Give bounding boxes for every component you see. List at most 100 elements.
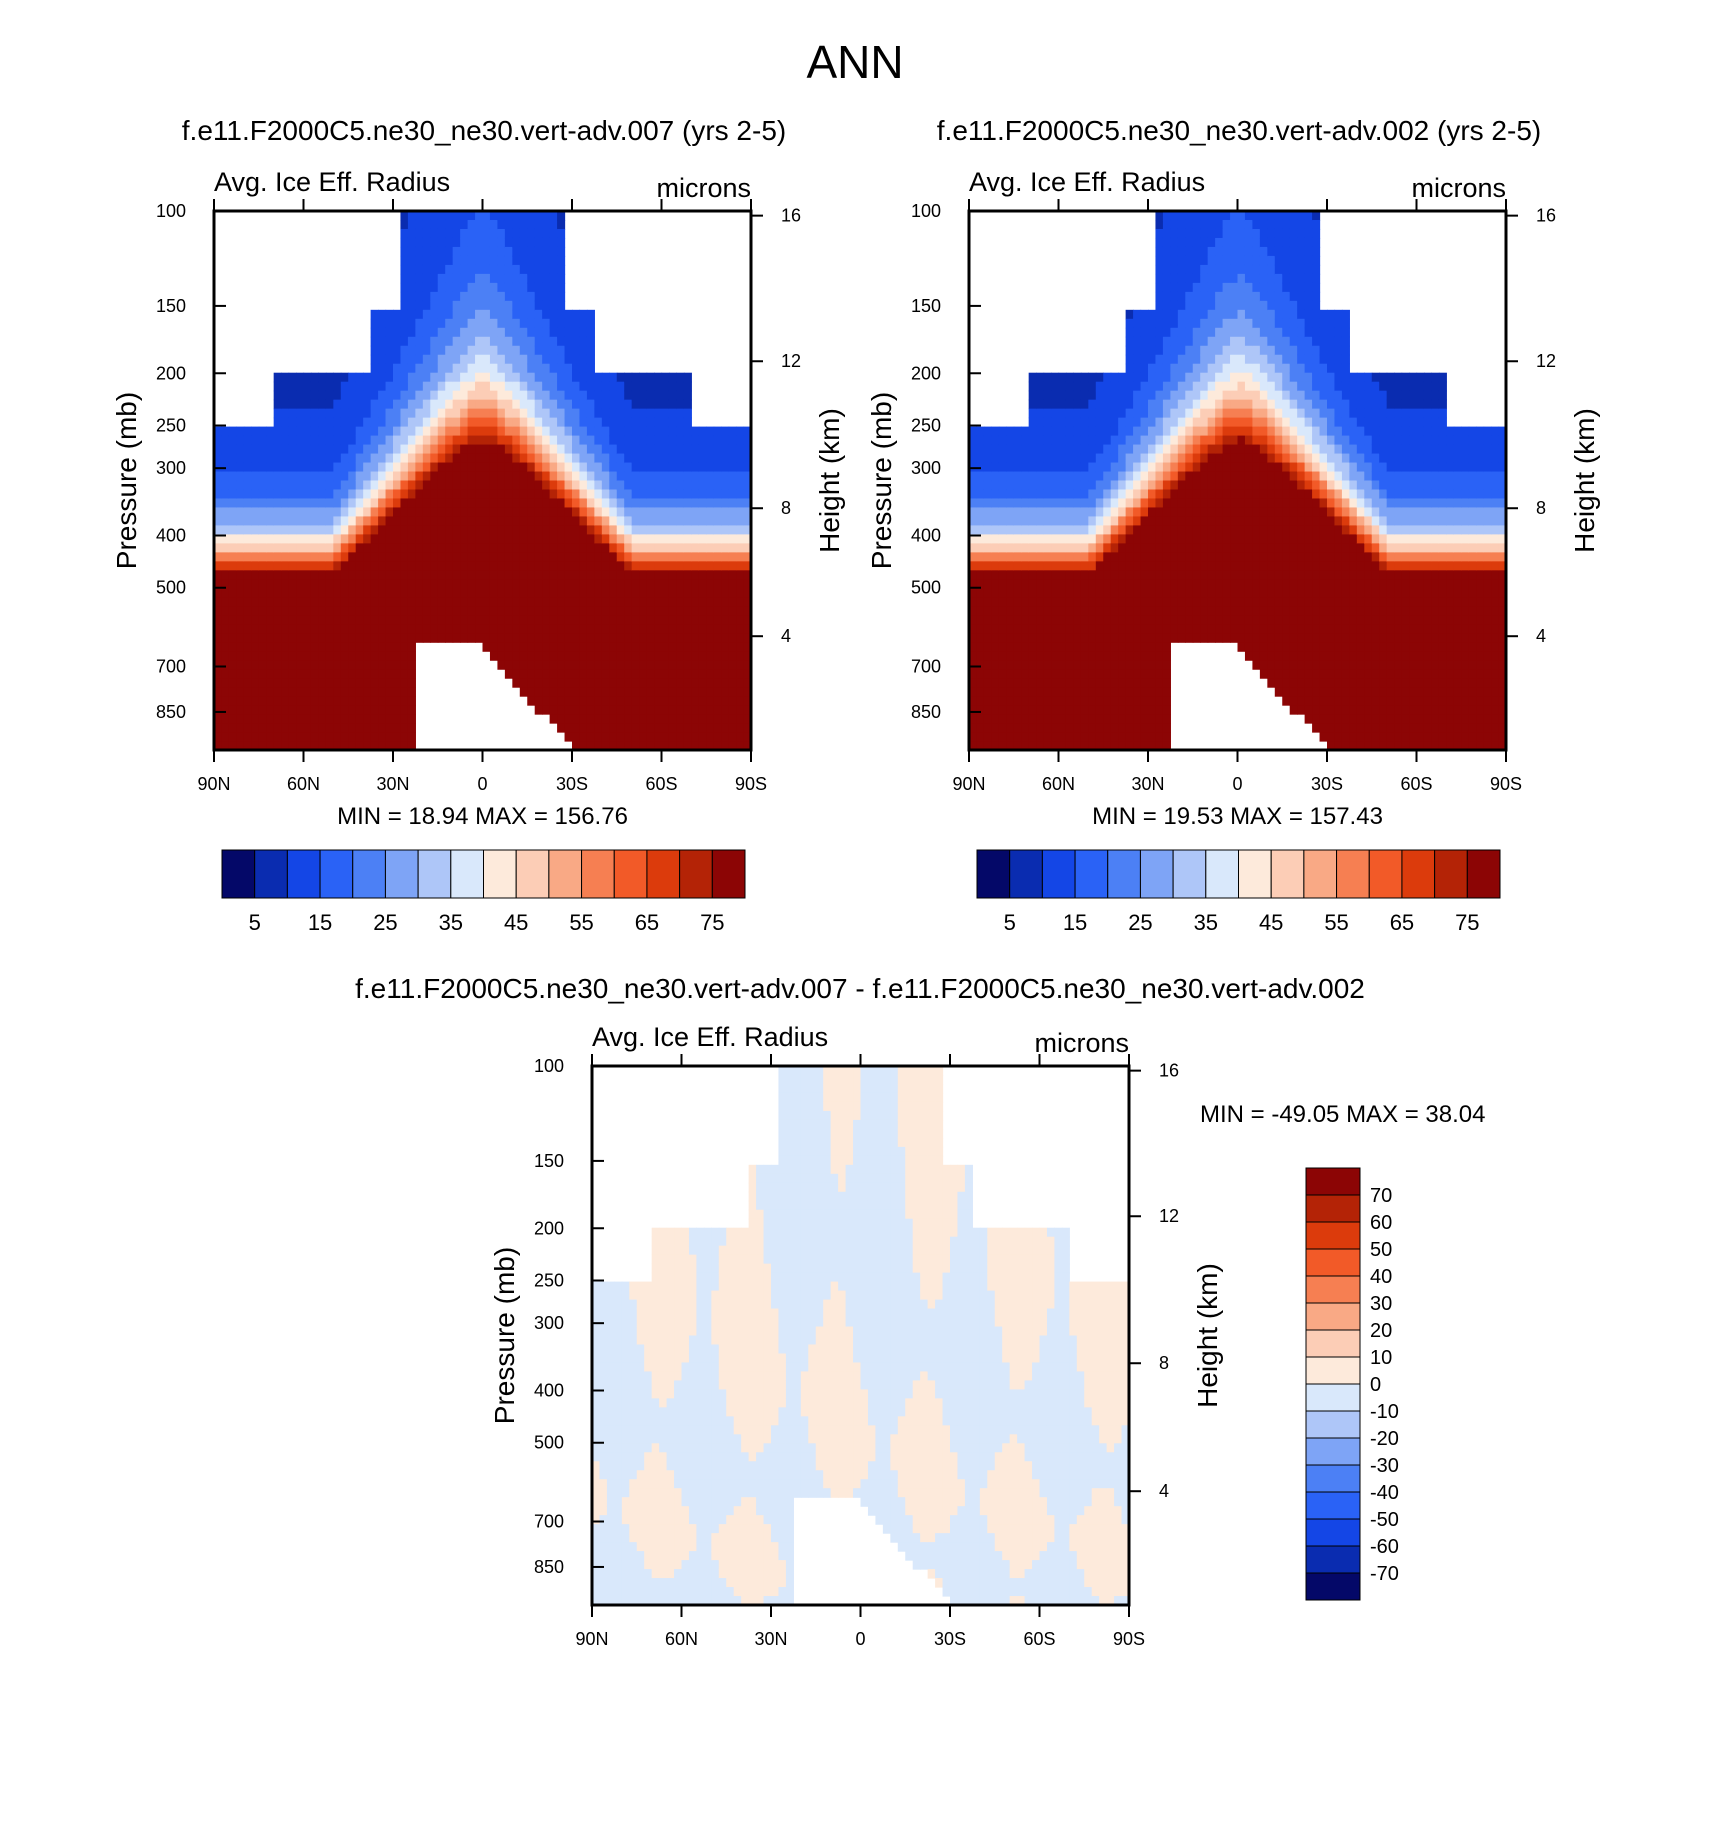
contour-cell [542,390,551,401]
contour-cell [549,219,558,230]
contour-cell [668,678,678,688]
contour-cell [1080,705,1089,715]
contour-cell [400,228,409,239]
contour-cell [668,480,678,491]
contour-cell [266,498,275,509]
contour-cell [497,651,506,661]
contour-cell [676,498,685,509]
contour-cell [363,732,372,742]
contour-cell [579,471,588,482]
contour-cell [1244,579,1254,589]
contour-cell [340,732,349,742]
contour-cell [1140,381,1149,392]
contour-cell [393,471,402,482]
contour-cell [318,426,327,437]
contour-cell [991,498,1000,509]
contour-cell [668,579,678,589]
contour-cell [676,669,685,679]
contour-cell [534,417,543,428]
contour-cell [542,354,551,365]
contour-cell [654,561,663,571]
contour-cell [214,723,223,733]
contour-cell [668,525,678,535]
contour-cell [721,444,730,455]
contour-cell [594,489,603,500]
contour-cell [969,597,978,607]
contour-cell [273,642,282,652]
contour-cell [519,354,528,365]
contour-cell [228,606,237,616]
contour-cell [243,435,252,446]
contour-cell [236,741,245,751]
contour-cell [512,273,521,284]
contour-cell [616,552,625,562]
contour-cell [251,579,260,589]
contour-cell [1051,444,1060,455]
contour-cell [430,246,439,257]
contour-cell [407,498,416,509]
contour-cell [1028,471,1037,482]
contour-cell [601,471,610,482]
contour-cell [1185,597,1194,607]
contour-cell [557,381,566,392]
contour-cell [281,507,290,518]
contour-cell [512,219,521,230]
contour-cell [467,543,476,553]
contour-cell [1140,741,1149,751]
contour-cell [668,543,678,553]
contour-cell [557,444,566,455]
contour-cell [698,426,707,437]
contour-cell [1036,372,1045,383]
contour-cell [728,588,737,598]
contour-cell [601,390,610,401]
contour-cell [1028,696,1037,706]
contour-cell [482,372,491,383]
contour-cell [527,300,536,311]
contour-cell [1065,615,1075,625]
contour-cell [542,345,551,356]
contour-cell [325,435,334,446]
contour-cell [698,732,707,742]
contour-cell [273,381,282,392]
contour-cell [668,444,678,455]
contour-cell [1043,588,1052,598]
contour-cell [698,453,707,464]
contour-cell [1177,291,1186,302]
contour-cell [683,579,692,589]
contour-cell [983,660,992,670]
contour-cell [572,669,581,679]
contour-cell [430,525,439,535]
contour-cell [668,651,678,661]
contour-cell [1207,309,1216,320]
contour-cell [475,336,484,347]
contour-cell [430,426,439,437]
contour-cell [1006,453,1015,464]
contour-cell [400,255,409,266]
contour-cell [616,615,625,625]
contour-cell [542,705,551,715]
contour-cell [452,273,461,284]
contour-cell [1065,552,1075,562]
contour-cell [519,345,528,356]
contour-cell [998,525,1007,535]
contour-cell [1058,579,1067,589]
contour-cell [1222,264,1231,275]
contour-cell [1118,435,1127,446]
contour-cell [1170,588,1179,598]
contour-cell [1036,408,1045,419]
contour-cell [475,588,484,598]
contour-cell [251,534,260,544]
contour-cell [1185,399,1194,410]
contour-cell [998,462,1007,473]
contour-cell [512,309,521,320]
contour-cell [489,561,499,571]
contour-cell [1207,561,1216,571]
pressure-tick-label: 250 [156,415,186,435]
contour-cell [579,669,588,679]
contour-cell [572,471,581,482]
contour-cell [991,480,1000,491]
contour-cell [437,264,446,275]
contour-cell [683,732,692,742]
contour-cell [1252,237,1261,248]
contour-cell [1185,534,1194,544]
